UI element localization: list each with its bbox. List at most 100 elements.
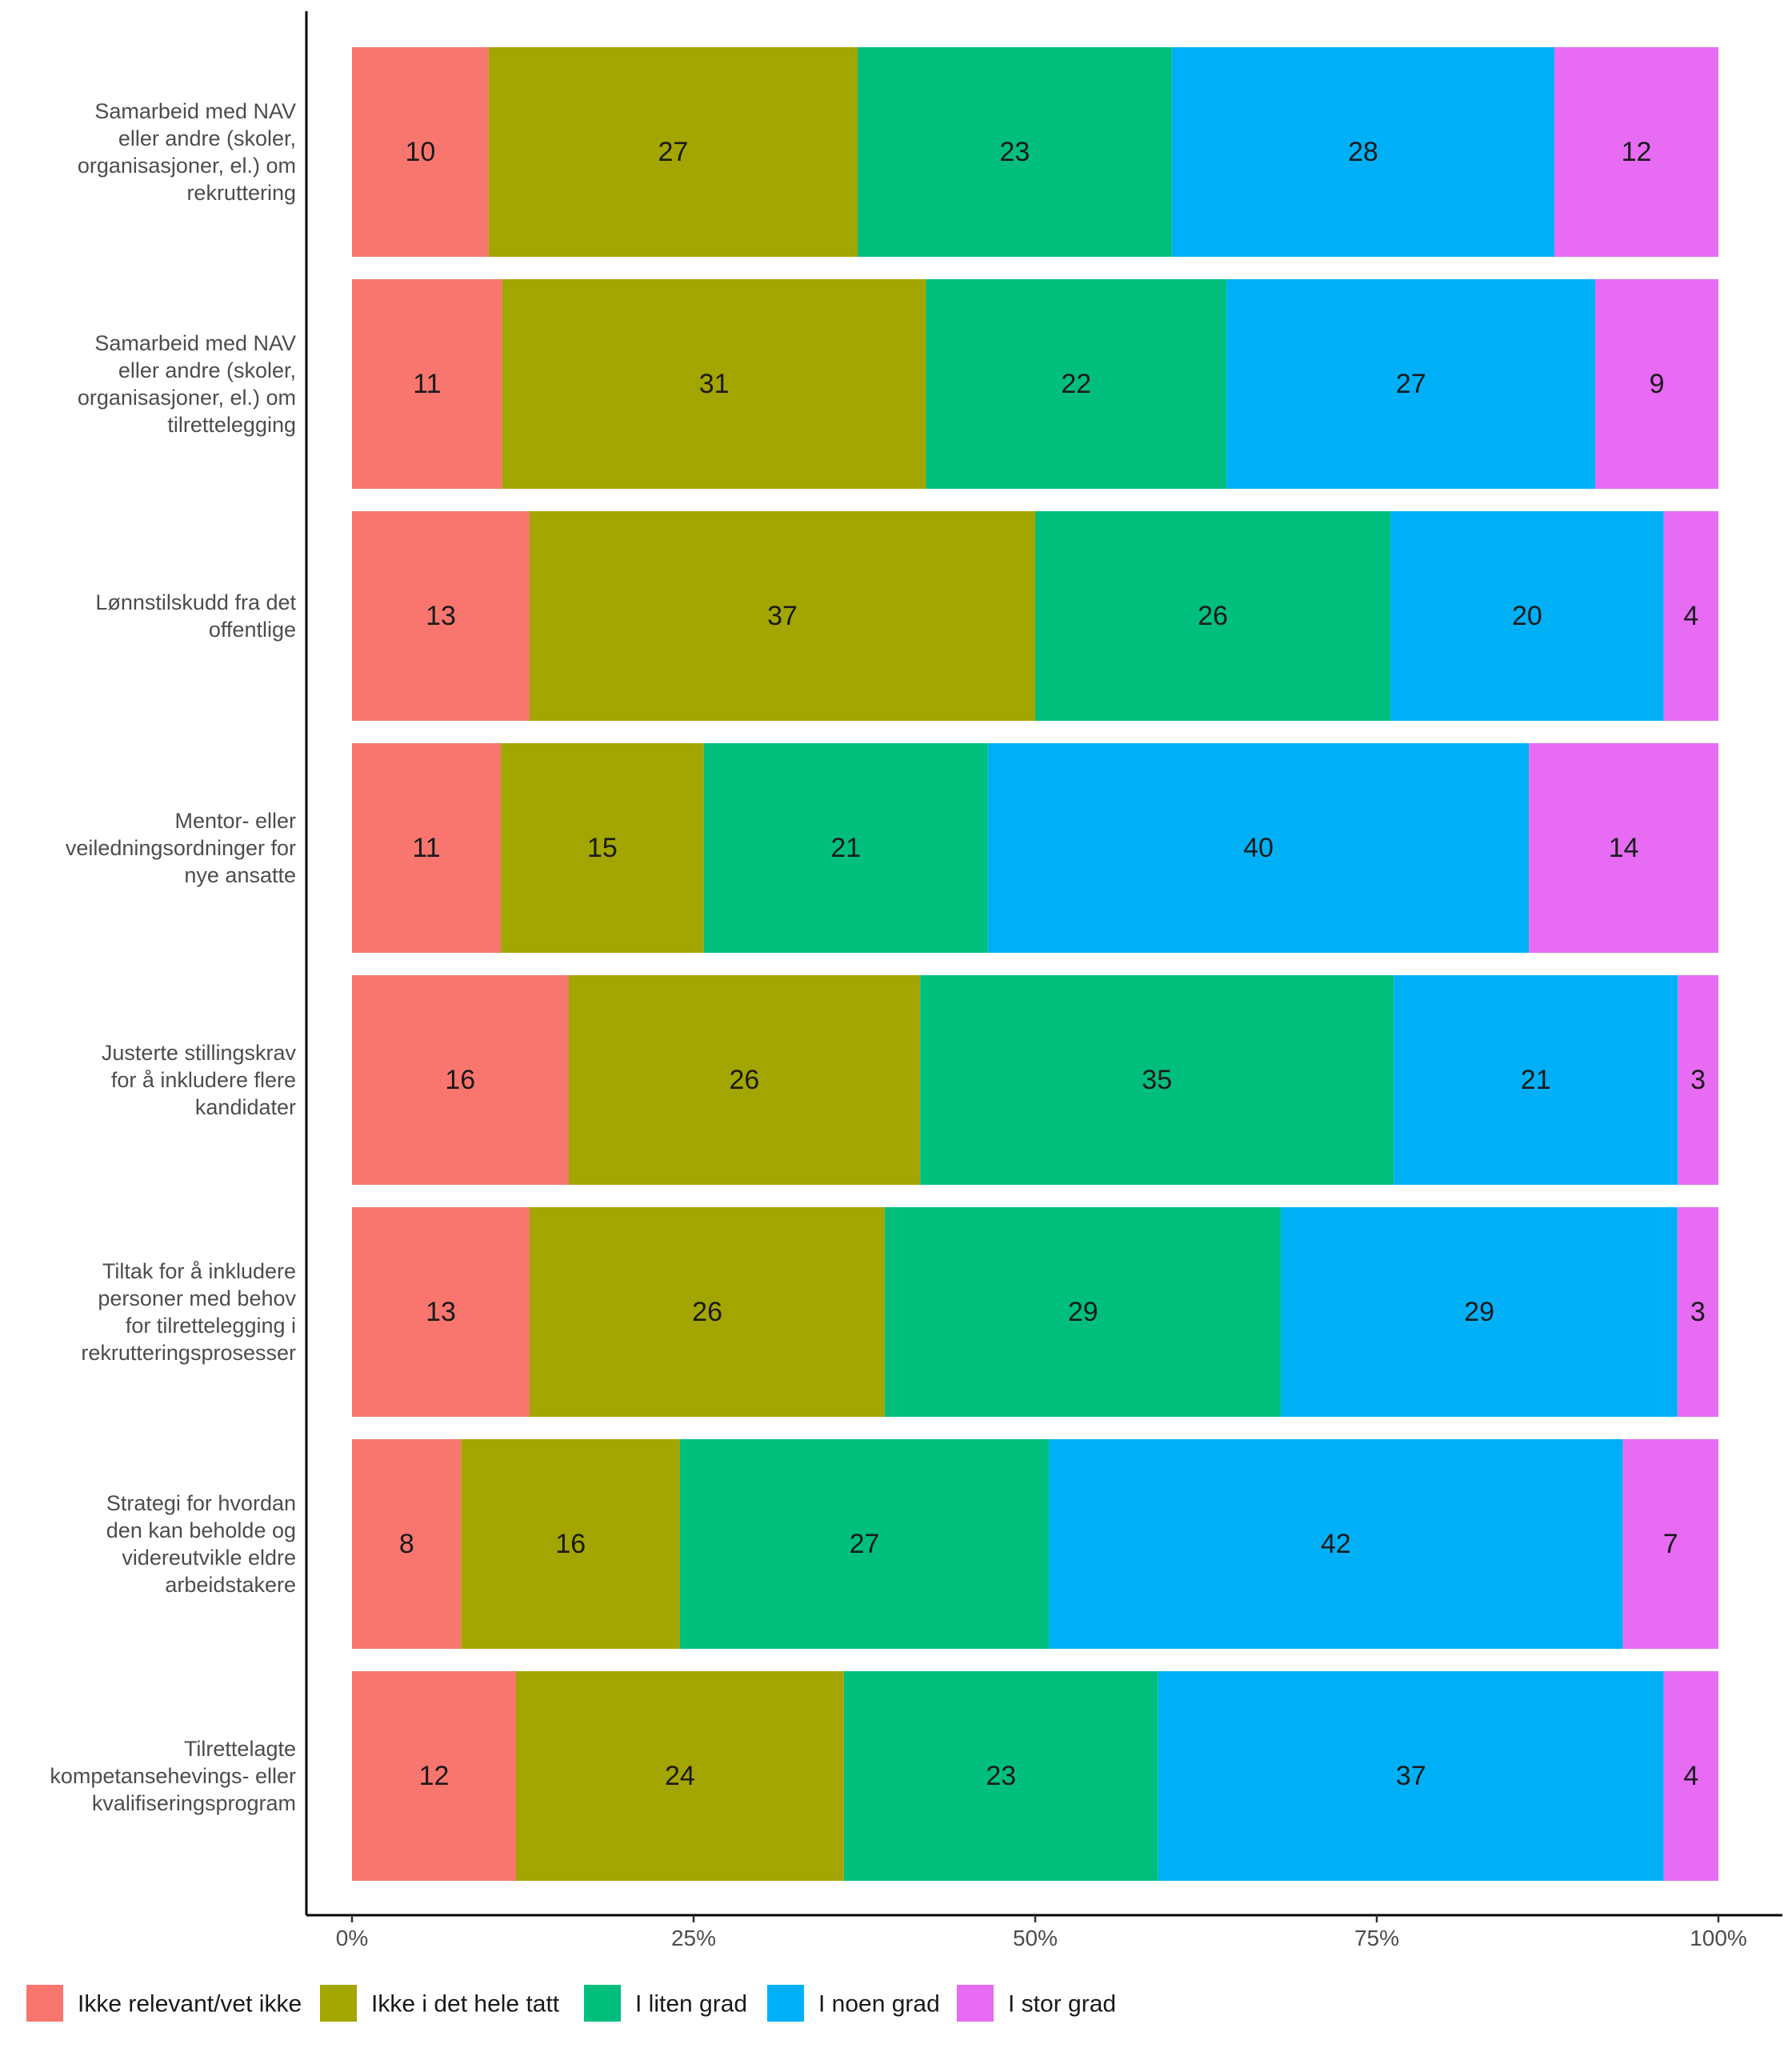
legend-swatch: [767, 1985, 804, 2022]
legend-swatch: [26, 1985, 63, 2022]
bar-value-label: 40: [1243, 833, 1274, 863]
bar-value-label: 31: [699, 369, 730, 399]
bar-value-label: 27: [850, 1529, 880, 1559]
category-labels-group: Samarbeid med NAV eller andre (skoler, org…: [50, 99, 296, 1815]
bar-value-label: 28: [1348, 137, 1378, 167]
bar-value-label: 11: [412, 833, 440, 863]
bar-segment: [1281, 1207, 1678, 1417]
bar-segment: [1678, 975, 1718, 1185]
bar-segment: [1663, 1671, 1718, 1881]
bar-value-label: 8: [399, 1529, 414, 1559]
bar-segment: [679, 1439, 1050, 1649]
category-label: Tilrettelagte kompetansehevings- eller kva…: [50, 1737, 296, 1815]
x-tick-label: 100%: [1690, 1926, 1747, 1950]
category-label: Samarbeid med NAV eller andre (skoler, org…: [78, 99, 296, 205]
bar-value-label: 23: [999, 137, 1030, 167]
category-label: Tiltak for å inkludere personer med behov…: [81, 1259, 296, 1365]
legend-label: I liten grad: [635, 1991, 747, 2018]
bar-value-label: 21: [830, 833, 861, 863]
bar-value-label: 21: [1521, 1065, 1551, 1095]
bar-value-label: 12: [1622, 137, 1652, 167]
bar-segment: [987, 743, 1530, 953]
category-label: Justerte stillingskrav for å inkludere fl…: [102, 1041, 297, 1119]
bar-value-label: 35: [1142, 1065, 1172, 1095]
bar-value-label: 37: [1396, 1761, 1426, 1791]
bar-segment: [1677, 1207, 1718, 1417]
bar-value-label: 22: [1061, 369, 1091, 399]
bar-segment: [1171, 47, 1555, 257]
bar-value-label: 15: [587, 833, 618, 863]
category-label: Strategi for hvordan den kan beholde og vi…: [106, 1491, 296, 1597]
bar-value-label: 29: [1068, 1297, 1098, 1327]
category-label: Lønnstilskudd fra det offentlige: [95, 590, 296, 642]
bar-segment: [920, 975, 1394, 1185]
bar-value-label: 14: [1609, 833, 1639, 863]
bar-value-label: 3: [1690, 1297, 1706, 1327]
x-tick-label: 0%: [336, 1926, 368, 1950]
legend-label: I noen grad: [818, 1991, 940, 2018]
bar-segment: [1158, 1671, 1664, 1881]
bar-value-label: 26: [730, 1065, 760, 1095]
bar-segment: [1049, 1439, 1623, 1649]
legend-swatch: [584, 1985, 621, 2022]
category-label: Mentor- eller veiledningsordninger for nye…: [66, 809, 296, 887]
legend-swatch: [957, 1985, 994, 2022]
bar-value-label: 4: [1683, 601, 1698, 631]
bar-value-label: 9: [1650, 369, 1665, 399]
bar-value-label: 42: [1321, 1529, 1351, 1559]
legend-label: Ikke relevant/vet ikke: [78, 1991, 302, 2018]
bar-value-label: 16: [445, 1065, 475, 1095]
bar-segment: [1595, 279, 1718, 489]
axes-group: 0% 25% 50% 75% 100%: [305, 11, 1782, 1950]
legend: Ikke relevant/vet ikke Ikke i det hele ta…: [26, 1985, 1116, 2022]
bar-value-label: 26: [1198, 601, 1228, 631]
legend-swatch: [320, 1985, 357, 2022]
bar-segment: [530, 1207, 886, 1417]
legend-label: Ikke i det hele tatt: [371, 1991, 560, 2018]
bar-value-label: 37: [767, 601, 798, 631]
bar-value-label: 11: [413, 369, 441, 399]
bar-value-label: 27: [658, 137, 688, 167]
bar-value-label: 23: [986, 1761, 1016, 1791]
category-label: Samarbeid med NAV eller andre (skoler, org…: [78, 331, 296, 437]
bar-segment: [488, 47, 858, 257]
x-tick-label: 75%: [1354, 1926, 1399, 1950]
bar-segment: [352, 743, 502, 953]
bar-segment: [857, 47, 1172, 257]
bar-value-label: 24: [665, 1761, 695, 1791]
bar-segment: [1226, 279, 1596, 489]
bar-segment: [501, 743, 704, 953]
bar-value-label: 27: [1396, 369, 1426, 399]
x-tick-label: 50%: [1013, 1926, 1058, 1950]
bar-segment: [352, 1671, 516, 1881]
bar-segment: [1622, 1439, 1718, 1649]
bar-value-label: 26: [692, 1297, 722, 1327]
bar-segment: [926, 279, 1227, 489]
bar-segment: [1663, 511, 1718, 721]
bar-segment: [352, 47, 489, 257]
bar-segment: [843, 1671, 1158, 1881]
bar-value-label: 3: [1690, 1065, 1706, 1095]
bars-group: [352, 47, 1718, 1881]
bar-value-label: 7: [1663, 1529, 1678, 1559]
bar-segment: [352, 1207, 530, 1417]
bar-segment: [1035, 511, 1391, 721]
bar-segment: [703, 743, 988, 953]
bar-segment: [1390, 511, 1664, 721]
bar-segment: [515, 1671, 844, 1881]
bar-segment: [885, 1207, 1282, 1417]
bar-value-label: 16: [555, 1529, 586, 1559]
bar-segment: [530, 511, 1035, 721]
bar-segment: [502, 279, 926, 489]
bar-segment: [1554, 47, 1718, 257]
bar-segment: [352, 1439, 462, 1649]
bar-value-label: 29: [1464, 1297, 1494, 1327]
bar-value-label: 12: [419, 1761, 450, 1791]
bar-segment: [352, 511, 530, 721]
bar-segment: [568, 975, 921, 1185]
bar-value-label: 13: [426, 1297, 456, 1327]
bar-value-label: 4: [1683, 1761, 1698, 1791]
bar-segment: [352, 975, 569, 1185]
